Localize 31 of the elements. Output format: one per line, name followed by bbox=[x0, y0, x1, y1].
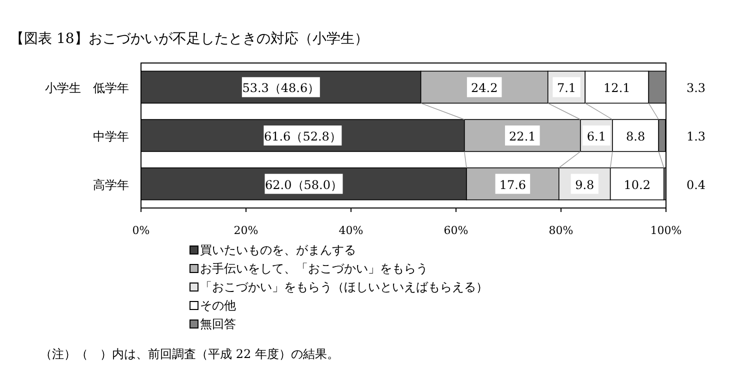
legend-label: 買いたいものを、がまんする bbox=[200, 243, 356, 257]
x-tick-label: 100% bbox=[650, 224, 682, 237]
data-label: 8.8 bbox=[626, 130, 646, 144]
y-tick-label: 高学年 bbox=[93, 178, 129, 192]
y-tick-label: 中学年 bbox=[93, 130, 129, 144]
data-label: 3.3 bbox=[686, 81, 706, 96]
data-label: 22.1 bbox=[509, 130, 536, 144]
data-label: 53.3（48.6） bbox=[242, 81, 320, 96]
data-label: 9.8 bbox=[575, 178, 594, 192]
legend-label: お手伝いをして、「おこづかい」をもらう bbox=[200, 262, 428, 276]
data-label: 6.1 bbox=[586, 130, 606, 144]
legend-label: 無回答 bbox=[200, 317, 236, 331]
data-label: 61.6（52.8） bbox=[264, 130, 342, 144]
x-tick-label: 0% bbox=[132, 224, 150, 237]
data-label: 62.0（58.0） bbox=[265, 178, 342, 192]
data-label: 12.1 bbox=[604, 81, 630, 96]
legend-label: その他 bbox=[200, 298, 236, 312]
text: （注）（ ）内は、前回調査（平成 22 年度）の結果。 bbox=[40, 347, 339, 361]
x-tick-label: 60% bbox=[444, 224, 468, 237]
data-label: 10.2 bbox=[624, 178, 650, 192]
x-tick-label: 80% bbox=[548, 224, 574, 237]
data-label: 24.2 bbox=[470, 81, 498, 96]
data-label: 17.6 bbox=[499, 178, 526, 192]
data-label: 0.4 bbox=[686, 178, 706, 192]
legend-label: 「おこづかい」をもらう（ほしいといえばもらえる） bbox=[200, 280, 488, 294]
x-tick-label: 20% bbox=[234, 224, 258, 237]
data-label: 7.1 bbox=[556, 81, 576, 96]
chart-title: 【図表 18】おこづかいが不足したときの対応（小学生） bbox=[10, 31, 368, 47]
x-tick-label: 40% bbox=[338, 224, 364, 237]
y-tick-label: 小学生 低学年 bbox=[45, 81, 129, 96]
data-label: 1.3 bbox=[686, 130, 706, 144]
